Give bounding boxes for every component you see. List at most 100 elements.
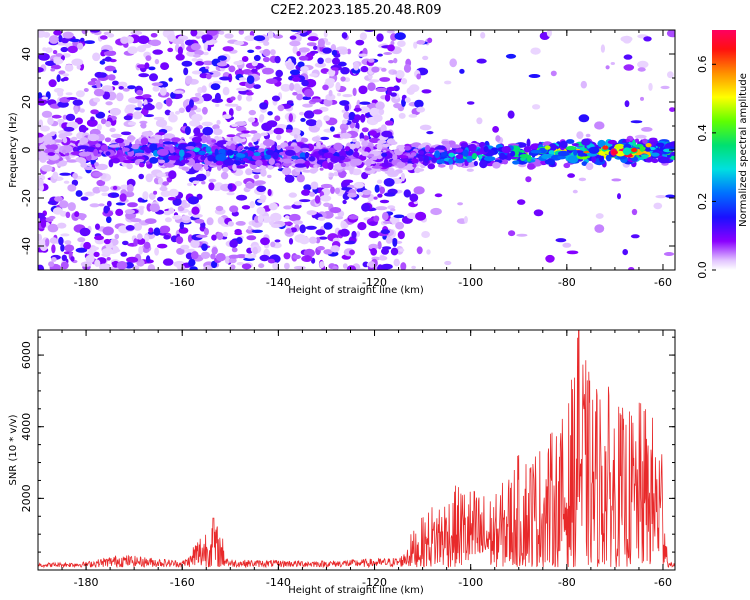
- noise-speckle: [255, 45, 262, 50]
- noise-speckle: [251, 60, 258, 67]
- noise-speckle: [92, 186, 101, 194]
- noise-speckle: [64, 244, 75, 252]
- noise-speckle: [189, 99, 194, 108]
- ridge-blob: [251, 154, 262, 161]
- noise-speckle: [351, 230, 357, 239]
- noise-speckle: [48, 215, 56, 220]
- ridge-blob: [242, 158, 249, 162]
- noise-speckle: [293, 265, 306, 270]
- ridge-blob: [377, 139, 387, 144]
- noise-speckle: [600, 44, 606, 53]
- noise-speckle: [369, 107, 380, 117]
- noise-speckle: [188, 210, 193, 216]
- noise-speckle: [203, 227, 209, 236]
- ridge-blob: [77, 145, 90, 150]
- noise-speckle: [157, 243, 168, 249]
- ridge-blob: [573, 149, 578, 156]
- noise-speckle: [231, 123, 238, 127]
- ridge-blob: [285, 149, 296, 156]
- ridge-blob: [392, 154, 398, 161]
- ridge-blob: [351, 138, 357, 143]
- noise-speckle: [463, 216, 468, 224]
- noise-speckle: [227, 221, 234, 227]
- ridge-blob: [39, 143, 46, 152]
- noise-speckle: [127, 202, 138, 208]
- noise-speckle: [74, 105, 79, 115]
- noise-speckle: [630, 120, 643, 124]
- ridge-blob: [397, 155, 409, 159]
- noise-speckle: [230, 96, 236, 101]
- noise-speckle: [211, 234, 217, 241]
- noise-speckle: [152, 49, 163, 55]
- ridge-blob: [206, 135, 211, 141]
- noise-speckle: [315, 229, 326, 236]
- noise-speckle: [665, 194, 675, 198]
- noise-speckle: [637, 67, 646, 72]
- ridge-blob: [381, 143, 391, 148]
- noise-speckle: [319, 195, 332, 202]
- noise-speckle: [530, 47, 541, 55]
- noise-speckle: [123, 115, 133, 121]
- noise-speckle: [215, 205, 224, 212]
- noise-speckle: [334, 187, 340, 194]
- noise-speckle: [245, 228, 255, 234]
- noise-speckle: [154, 247, 160, 256]
- noise-speckle: [406, 212, 418, 219]
- noise-speckle: [378, 108, 385, 116]
- ridge-blob: [361, 151, 370, 157]
- noise-speckle: [368, 221, 378, 227]
- noise-speckle: [98, 185, 110, 192]
- noise-speckle: [374, 184, 380, 193]
- noise-speckle: [331, 67, 339, 71]
- noise-speckle: [112, 80, 119, 86]
- noise-speckle: [383, 220, 392, 224]
- noise-speckle: [307, 36, 319, 42]
- noise-speckle: [310, 50, 319, 54]
- noise-speckle: [118, 86, 124, 90]
- noise-speckle: [236, 87, 248, 92]
- noise-speckle: [89, 203, 100, 208]
- noise-speckle: [578, 114, 590, 123]
- noise-speckle: [55, 53, 63, 57]
- noise-speckle: [239, 133, 251, 138]
- noise-speckle: [280, 83, 291, 92]
- noise-speckle: [154, 58, 160, 65]
- noise-speckle: [175, 110, 180, 115]
- noise-speckle: [64, 240, 72, 245]
- noise-speckle: [99, 35, 108, 40]
- noise-speckle: [125, 104, 137, 111]
- noise-speckle: [90, 78, 98, 82]
- ridge-peak: [611, 150, 618, 155]
- y-tick-label: 0: [20, 147, 33, 154]
- noise-speckle: [263, 41, 270, 46]
- noise-speckle: [339, 228, 350, 237]
- noise-speckle: [325, 93, 336, 101]
- ridge-blob: [272, 152, 279, 160]
- ridge-blob: [585, 162, 594, 171]
- noise-speckle: [149, 73, 158, 82]
- noise-speckle: [185, 75, 193, 85]
- noise-speckle: [145, 255, 151, 263]
- noise-speckle: [352, 87, 357, 97]
- ridge-blob: [483, 145, 489, 153]
- noise-speckle: [77, 42, 84, 50]
- noise-speckle: [416, 106, 426, 113]
- noise-speckle: [120, 131, 132, 136]
- noise-speckle: [102, 226, 114, 236]
- noise-speckle: [330, 186, 335, 194]
- noise-speckle: [322, 47, 332, 54]
- noise-speckle: [251, 229, 263, 233]
- noise-speckle: [40, 125, 50, 132]
- noise-speckle: [293, 83, 301, 92]
- noise-speckle: [328, 89, 333, 97]
- noise-speckle: [145, 173, 153, 183]
- ridge-blob: [371, 165, 383, 169]
- noise-speckle: [388, 60, 394, 64]
- ridge-blob: [669, 142, 675, 147]
- ridge-blob: [308, 156, 316, 162]
- ridge-blob: [300, 147, 310, 152]
- noise-speckle: [83, 241, 91, 250]
- noise-speckle: [245, 182, 255, 189]
- ridge-blob: [359, 138, 365, 142]
- noise-speckle: [72, 99, 84, 106]
